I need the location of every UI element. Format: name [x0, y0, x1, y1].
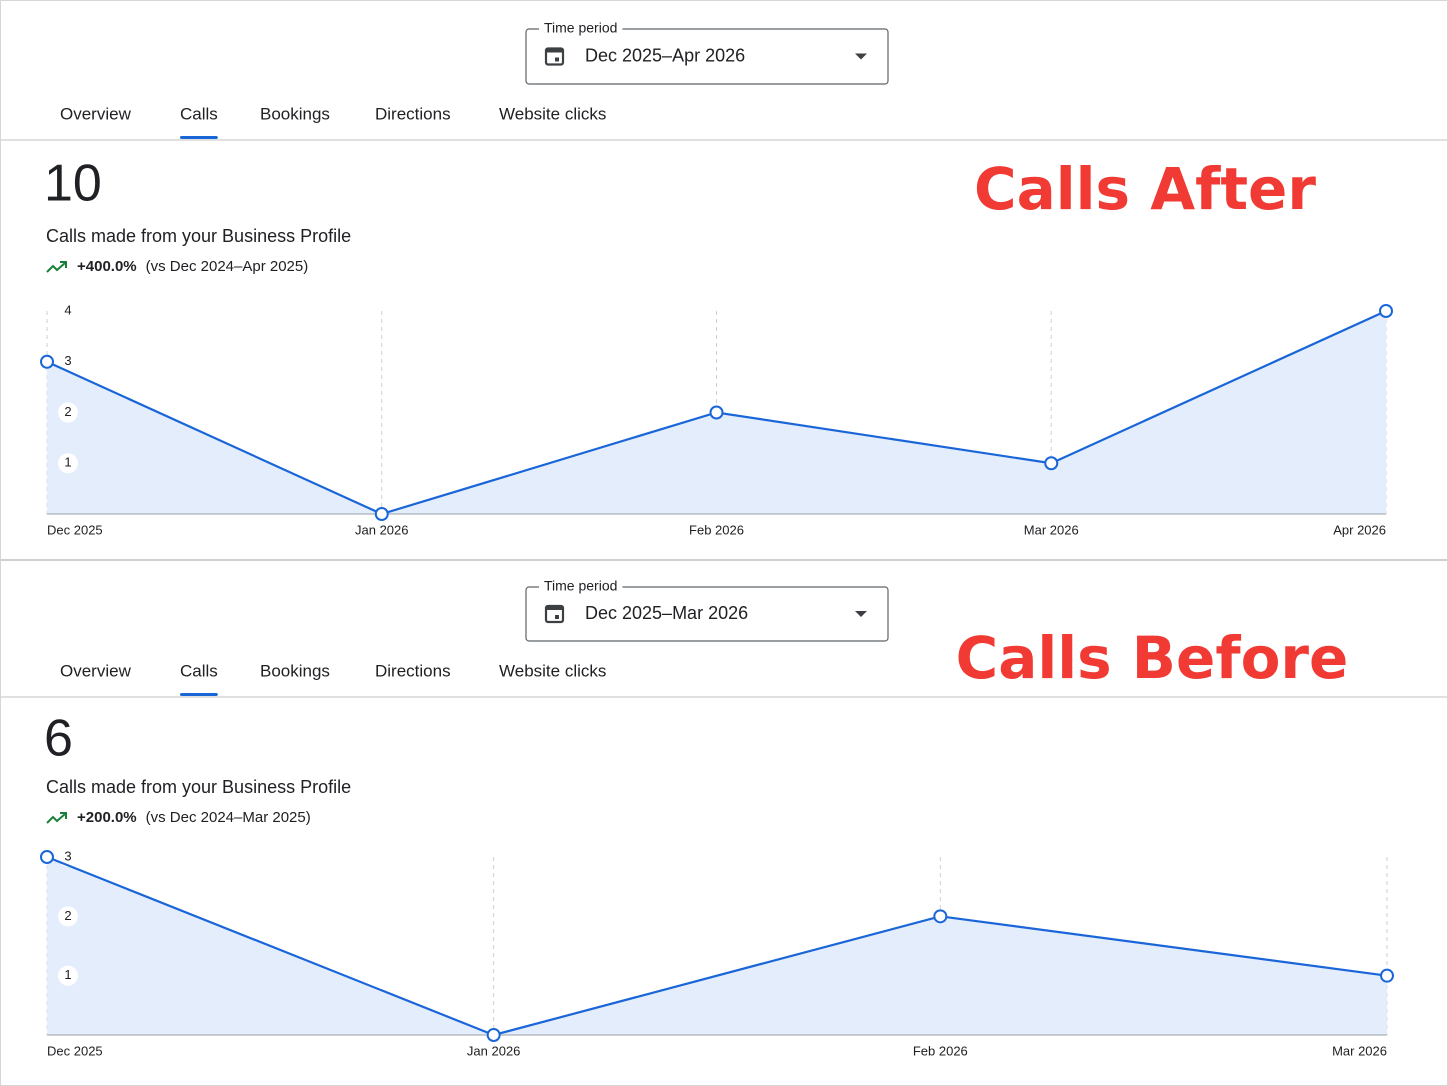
change-percent: +200.0%	[77, 809, 137, 826]
trend-icon-head	[60, 812, 67, 819]
y-tick-bg	[58, 906, 78, 927]
time-period-label: Time period	[544, 578, 617, 594]
label-gap	[539, 584, 623, 590]
point[interactable]	[40, 850, 54, 864]
metric-label: Calls made from your Business Profile	[46, 777, 351, 797]
comparison-period: (vs Dec 2024–Apr 2025)	[146, 258, 309, 275]
calendar-icon-dot	[555, 615, 559, 619]
x-tick-label: Dec 2025	[47, 522, 103, 537]
annotation: Calls After	[974, 155, 1316, 223]
y-tick-label: 4	[64, 302, 71, 317]
total-count: 6	[44, 710, 73, 768]
time-period-select[interactable]	[525, 28, 889, 85]
x-tick-label: Feb 2026	[913, 1043, 968, 1058]
active-tab-indicator	[180, 136, 218, 139]
x-tick-label: Dec 2025	[47, 1043, 103, 1058]
label-gap	[539, 26, 623, 32]
y-tick-label: 3	[64, 353, 71, 368]
comparison-period: (vs Dec 2024–Mar 2025)	[146, 809, 311, 826]
tab[interactable]: Bookings	[260, 661, 330, 680]
y-tick-bg	[58, 402, 78, 423]
trend-icon	[46, 813, 66, 824]
trend-icon	[46, 262, 66, 273]
y-tick-bg	[58, 351, 78, 372]
line	[46, 855, 1388, 1037]
point[interactable]	[1044, 456, 1059, 471]
calendar-icon-bar	[546, 48, 563, 53]
time-period-value[interactable]: Dec 2025–Mar 2026	[585, 603, 748, 623]
point[interactable]	[486, 1028, 501, 1042]
y-tick-bg	[58, 301, 78, 321]
point[interactable]	[933, 909, 948, 924]
point[interactable]	[1380, 968, 1394, 983]
x-tick-label: Mar 2026	[1024, 522, 1079, 537]
change-percent: +400.0%	[77, 258, 137, 275]
x-tick-label: Jan 2026	[355, 522, 409, 537]
tab[interactable]: Overview	[60, 661, 132, 680]
tab[interactable]: Calls	[180, 661, 218, 680]
time-period-value[interactable]: Dec 2025–Apr 2026	[585, 45, 745, 65]
y-tick-label: 3	[64, 848, 71, 863]
x-tick-label: Mar 2026	[1332, 1043, 1387, 1058]
x-tick-label: Apr 2026	[1333, 522, 1386, 537]
tab[interactable]: Website clicks	[499, 104, 606, 123]
time-period-label: Time period	[544, 20, 617, 36]
tab[interactable]: Directions	[375, 661, 451, 680]
x-tick-label: Jan 2026	[467, 1043, 521, 1058]
y-tick-label: 2	[64, 908, 71, 923]
total-count: 10	[44, 155, 102, 213]
dropdown-arrow[interactable]	[855, 53, 867, 60]
y-tick-label: 1	[64, 967, 71, 982]
trend-icon-head	[60, 261, 67, 268]
calendar-icon-bar	[546, 606, 563, 610]
y-tick-bg	[58, 453, 78, 474]
active-tab-indicator	[180, 693, 218, 696]
tab[interactable]: Calls	[180, 104, 218, 123]
x-tick-label: Feb 2026	[689, 522, 744, 537]
dropdown-arrow[interactable]	[855, 611, 867, 617]
y-tick-bg	[58, 847, 78, 867]
tab[interactable]: Bookings	[260, 104, 330, 123]
point[interactable]	[40, 354, 54, 369]
point[interactable]	[1379, 304, 1393, 318]
tab[interactable]: Website clicks	[499, 661, 606, 680]
y-tick-label: 1	[64, 455, 71, 470]
time-period-select[interactable]	[525, 586, 889, 642]
calendar-icon-dot	[555, 57, 559, 62]
point[interactable]	[374, 507, 389, 521]
tab[interactable]: Directions	[375, 104, 451, 123]
tab[interactable]: Overview	[60, 104, 132, 123]
point[interactable]	[709, 405, 724, 420]
y-tick-label: 2	[64, 404, 71, 419]
y-tick-bg	[58, 965, 78, 986]
metric-label: Calls made from your Business Profile	[46, 226, 351, 246]
annotation: Calls Before	[956, 624, 1349, 692]
